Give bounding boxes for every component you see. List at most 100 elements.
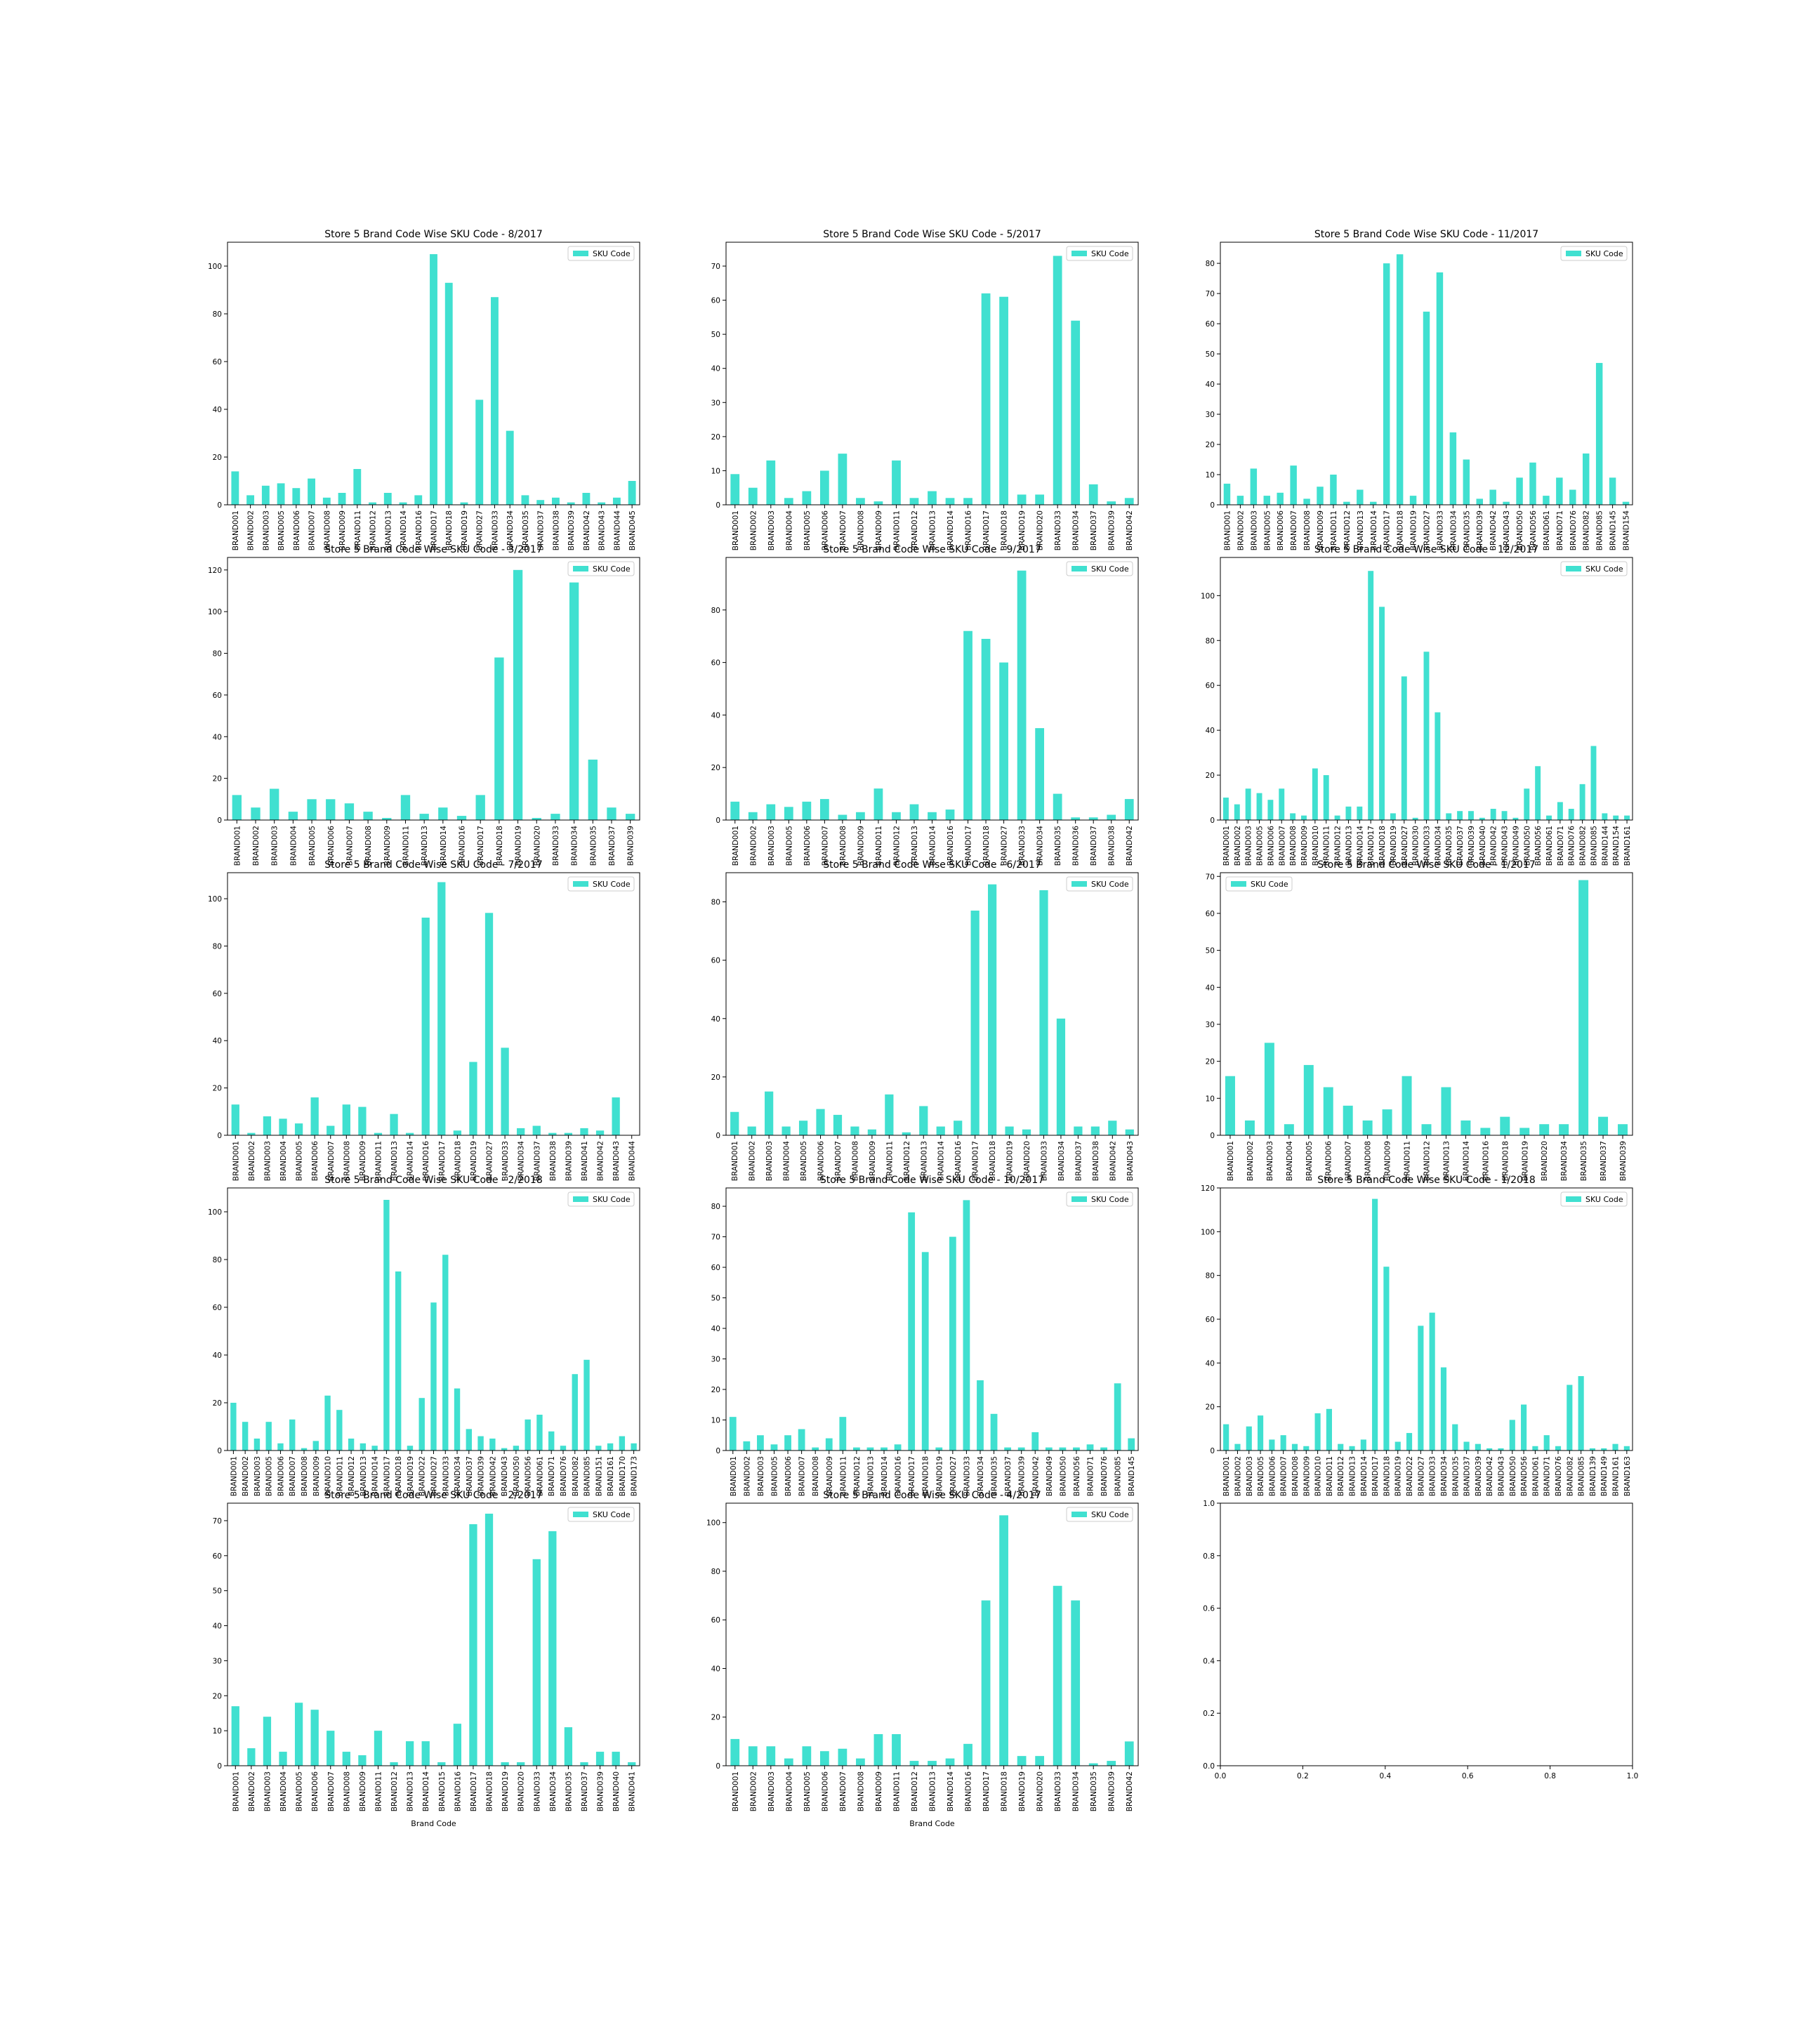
bar-brand016	[963, 1743, 972, 1766]
subplot-9: 0 10 20 30 40 50 60 70 BRAND001 BRAND002 BRAND003 B…	[1206, 859, 1633, 1181]
y-tick-label: 0	[716, 817, 720, 825]
x-tick-label: BRAND035	[1580, 1141, 1588, 1181]
bar-brand035	[564, 1727, 573, 1766]
x-tick-label: BRAND027	[949, 1456, 958, 1496]
bar-brand056	[1521, 1404, 1527, 1451]
bar-brand041	[628, 1762, 636, 1766]
x-tick-label: BRAND035	[589, 826, 598, 866]
bar-brand033	[1017, 570, 1027, 820]
x-tick-label: BRAND017	[470, 1771, 478, 1811]
x-tick-label: BRAND005	[770, 1456, 779, 1496]
x-tick-label: BRAND085	[1578, 1456, 1586, 1496]
x-tick-label: BRAND042	[1109, 1141, 1117, 1181]
bar-brand016	[456, 816, 467, 820]
bar-brand019	[501, 1762, 509, 1766]
bar-brand056	[525, 1419, 531, 1451]
bar-brand008	[322, 497, 331, 505]
bar-brand017	[981, 1600, 991, 1766]
x-tick-label: BRAND001	[232, 510, 240, 550]
chart-title: Store 5 Brand Code Wise SKU Code - 7/201…	[324, 859, 542, 871]
y-tick-label: 20	[1206, 441, 1215, 449]
bar-brand039	[1476, 498, 1483, 505]
bar-brand001	[1223, 483, 1231, 505]
bar-brand018	[395, 1271, 402, 1451]
x-tick-label: BRAND037	[581, 1771, 589, 1811]
bar-brand003	[765, 1091, 774, 1135]
x-tick-label: BRAND076	[560, 1456, 568, 1497]
x-axis-label: Brand Code	[411, 1819, 456, 1828]
x-tick-label: BRAND014	[440, 826, 448, 866]
x-tick-label: BRAND011	[374, 1771, 383, 1811]
bar-brand139	[1589, 1448, 1596, 1451]
x-tick-label: BRAND085	[1590, 826, 1598, 866]
bar-brand002	[247, 1132, 256, 1135]
x-tick-label: BRAND009	[875, 1771, 883, 1811]
x-tick-label: BRAND035	[1463, 510, 1471, 550]
x-tick-label: BRAND018	[486, 1771, 494, 1811]
bar-brand012	[390, 1762, 398, 1766]
x-tick-label: BRAND012	[390, 1771, 399, 1811]
subplot-3: 0 10 20 30 40 50 60 70 80 BRAND001 BRAND002 BRAND00…	[1206, 229, 1633, 550]
x-tick-label: BRAND020	[1036, 1771, 1045, 1811]
x-tick-label: BRAND004	[1286, 1141, 1294, 1182]
x-tick-label: BRAND082	[1566, 1456, 1574, 1496]
bar-brand033	[1429, 1312, 1435, 1451]
x-tick-label: BRAND039	[1018, 1456, 1027, 1496]
bar-brand001	[730, 1111, 739, 1135]
bar-brand005	[294, 1123, 303, 1135]
chart-title: Store 5 Brand Code Wise SKU Code - 2/201…	[324, 1490, 542, 1501]
y-tick-label: 100	[208, 263, 222, 271]
y-tick-label: 30	[1206, 411, 1215, 419]
x-tick-label: BRAND076	[1569, 510, 1578, 551]
bar-brand008	[838, 814, 848, 820]
legend-box	[1066, 1191, 1133, 1207]
bar-brand043	[598, 502, 606, 505]
bar-brand006	[1277, 492, 1284, 505]
legend-box	[567, 876, 635, 892]
legend: SKU Code	[1225, 876, 1293, 892]
legend-swatch	[1071, 251, 1087, 256]
x-tick-label: BRAND042	[1126, 1771, 1134, 1811]
bar-brand033	[1053, 1585, 1062, 1766]
x-tick-label: BRAND037	[1090, 826, 1098, 866]
bar-brand009	[312, 1441, 319, 1451]
y-tick-label: 40	[213, 1037, 222, 1045]
bar-brand034	[1035, 728, 1045, 820]
x-tick-label: BRAND005	[1263, 510, 1272, 550]
bar-brand013	[909, 804, 919, 820]
y-tick-label: 40	[1206, 984, 1215, 992]
x-tick-label: BRAND035	[1054, 826, 1062, 866]
bar-brand020	[1035, 494, 1045, 505]
x-tick-label: BRAND011	[892, 510, 901, 550]
x-tick-label: BRAND006	[311, 1771, 319, 1812]
x-tick-label: BRAND005	[1256, 826, 1265, 866]
x-tick-label: BRAND018	[922, 1456, 930, 1496]
bar-brand034	[1071, 320, 1081, 505]
bar-brand033	[963, 1200, 970, 1451]
bar-brand013	[1345, 806, 1352, 820]
x-tick-label: BRAND061	[1543, 510, 1551, 550]
y-tick-label: 50	[711, 1295, 720, 1303]
x-tick-label: BRAND002	[749, 1771, 758, 1811]
x-tick-label: BRAND008	[1291, 1456, 1300, 1496]
x-tick-label: BRAND013	[421, 826, 429, 866]
plot-area	[726, 1188, 1138, 1451]
bar-brand005	[265, 1422, 272, 1451]
x-tick-label: BRAND009	[875, 510, 883, 550]
x-tick-label: BRAND039	[627, 826, 635, 866]
plot-frame	[227, 1502, 640, 1766]
x-tick-label: BRAND008	[301, 1456, 309, 1496]
bar-brand011	[885, 1094, 894, 1135]
x-tick-label: BRAND082	[1579, 826, 1588, 866]
bar-brand012	[1421, 1124, 1432, 1135]
bar-brand035	[521, 495, 529, 505]
y-tick-label: 40	[711, 1325, 720, 1333]
x-tick-label: BRAND019	[407, 1456, 415, 1496]
y-tick-label: 120	[208, 567, 222, 575]
x-tick-label: BRAND027	[1417, 1456, 1425, 1496]
x-tick-label: BRAND076	[1555, 1456, 1563, 1497]
x-tick-label: BRAND002	[749, 1141, 757, 1181]
x-tick-label: BRAND020	[1036, 510, 1045, 550]
x-tick-label: BRAND011	[1326, 1456, 1334, 1496]
legend-label: SKU Code	[1091, 880, 1129, 889]
